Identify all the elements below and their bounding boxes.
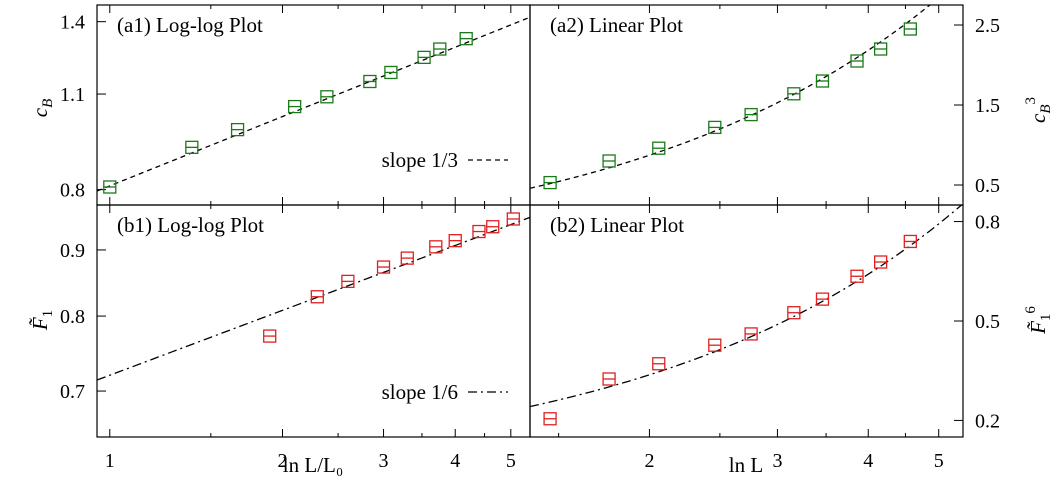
data-point (448, 234, 462, 248)
x-axis-label-left: ln L/L₀ (283, 453, 343, 477)
data-point (652, 141, 666, 155)
ytick-label: 0.2 (975, 410, 1000, 432)
data-point (873, 255, 888, 269)
panel-b1: 0.7 0.8 0.9 1 2 3 4 5 (b1) Log-log Plot slope 1/6 (60, 204, 531, 472)
ytick-label: 1.5 (975, 95, 1000, 117)
data-point (543, 412, 557, 426)
data-point (652, 357, 666, 371)
data-point (815, 74, 830, 88)
data-point (384, 65, 398, 80)
xtick-label: 1 (105, 450, 115, 472)
label-main: F̃ (28, 317, 52, 331)
label-subscript: B (40, 99, 56, 108)
data-point (873, 42, 888, 56)
data-point (708, 338, 722, 352)
ytick-label: 2.5 (975, 15, 1000, 37)
ytick-label: 1.4 (60, 12, 85, 34)
panel-title: (a1) Log-log Plot (117, 13, 263, 37)
xtick-label: 3 (772, 450, 782, 472)
panel-b2: 0.2 0.5 0.8 2 3 4 5 (b2) Linear Plot (529, 204, 1000, 472)
panel-title: (a2) Linear Plot (550, 13, 683, 37)
ytick-label: 0.5 (975, 311, 1000, 333)
data-point (744, 327, 758, 341)
panel-a2: 0.5 1.5 2.5 (a2) Linear Plot (529, 4, 1000, 206)
data-point (230, 122, 245, 137)
xtick-label: 5 (506, 450, 516, 472)
data-point (602, 372, 616, 386)
y-axis-label-f16: F̃16 (1023, 306, 1054, 335)
label-subscript: 1 (1038, 314, 1054, 322)
label-main: c (28, 107, 52, 117)
ytick-label: 0.8 (60, 306, 85, 328)
data-point (486, 220, 500, 234)
data-point (310, 290, 324, 304)
label-main: c (1026, 113, 1050, 123)
data-point (708, 120, 722, 135)
data-point (815, 292, 830, 306)
data-point (433, 42, 447, 56)
data-point (341, 274, 355, 289)
ytick-label: 0.7 (60, 381, 85, 403)
y-axis-label-f1: F̃1 (28, 310, 56, 331)
xtick-label: 2 (644, 450, 654, 472)
fit-line (97, 16, 530, 192)
data-point (459, 32, 473, 46)
y-axis-label-cb: cB (28, 99, 56, 118)
data-point (903, 22, 917, 36)
y-axis-label-cb3: cB3 (1023, 97, 1054, 123)
data-point (744, 107, 758, 122)
ytick-label: 0.9 (60, 240, 85, 262)
label-subscript: 1 (40, 310, 56, 318)
data-point (787, 87, 801, 101)
data-point (400, 251, 414, 265)
panel-title: (b2) Linear Plot (550, 213, 684, 237)
x-axis-label-right: ln L (729, 453, 763, 477)
ytick-label: 0.5 (975, 175, 1000, 197)
data-point (288, 99, 302, 114)
data-point (850, 269, 864, 283)
label-main: F̃ (1026, 321, 1050, 335)
data-point (376, 260, 391, 274)
ytick-label: 0.8 (60, 180, 85, 202)
data-point (850, 54, 864, 68)
xtick-label: 4 (450, 450, 460, 472)
panel-a1: 0.8 1.1 1.4 (a1) Log-log Plot slope 1/3 (60, 4, 531, 206)
data-point (472, 224, 486, 239)
data-point (103, 180, 117, 194)
xtick-label: 4 (863, 450, 873, 472)
data-point (506, 212, 520, 226)
data-point (787, 306, 801, 320)
data-point (903, 234, 917, 249)
xtick-label: 5 (934, 450, 944, 472)
xtick-label: 3 (379, 450, 389, 472)
xtick-label: 2 (278, 450, 288, 472)
label-subscript: B (1038, 105, 1054, 114)
ytick-label: 1.1 (60, 84, 85, 106)
data-point (185, 140, 199, 154)
label-superscript: 3 (1023, 97, 1039, 105)
panels: 0.8 1.1 1.4 (a1) Log-log Plot slope 1/3 0.5 1.… (60, 4, 1000, 472)
panel-title: (b1) Log-log Plot (117, 213, 264, 237)
data-point (263, 329, 277, 343)
legend-label: slope 1/3 (382, 148, 458, 172)
data-point (363, 74, 377, 89)
label-superscript: 6 (1023, 306, 1039, 314)
data-point (320, 90, 334, 104)
fit-line (97, 216, 530, 381)
data-point (417, 50, 431, 65)
data-point (602, 154, 616, 168)
ytick-label: 0.8 (975, 212, 1000, 234)
data-point (429, 240, 443, 254)
data-point (543, 175, 557, 190)
panel-frame (529, 204, 964, 438)
panel-frame (96, 204, 531, 438)
fit-line (530, 5, 931, 189)
legend-label: slope 1/6 (382, 380, 458, 404)
